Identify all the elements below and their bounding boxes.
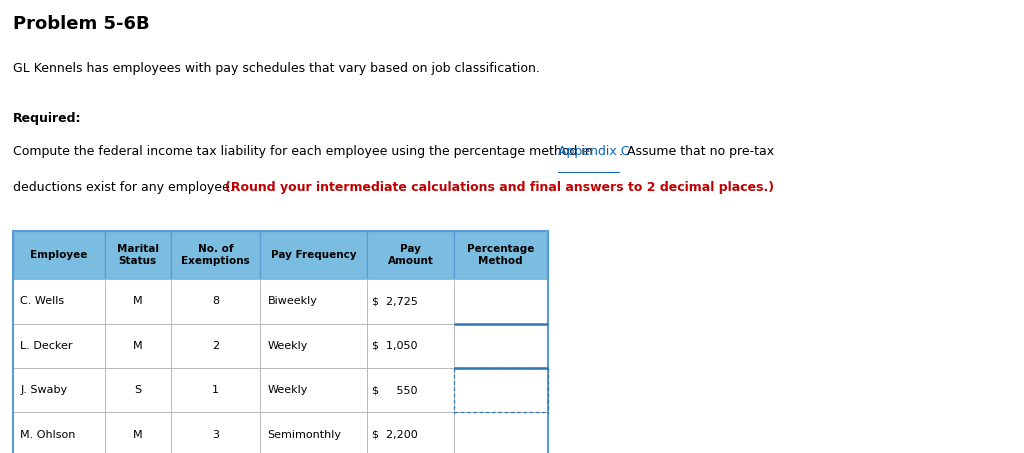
Text: 2: 2: [212, 341, 219, 351]
FancyBboxPatch shape: [104, 323, 171, 368]
FancyBboxPatch shape: [454, 231, 548, 279]
Text: 8: 8: [212, 296, 219, 306]
FancyBboxPatch shape: [13, 412, 104, 453]
FancyBboxPatch shape: [104, 279, 171, 323]
Text: Semimonthly: Semimonthly: [267, 429, 342, 439]
FancyBboxPatch shape: [260, 231, 368, 279]
Text: $  2,725: $ 2,725: [373, 296, 419, 306]
FancyBboxPatch shape: [171, 279, 260, 323]
Text: Compute the federal income tax liability for each employee using the percentage : Compute the federal income tax liability…: [13, 145, 597, 158]
Text: S: S: [134, 385, 141, 395]
FancyBboxPatch shape: [368, 323, 454, 368]
Text: Weekly: Weekly: [267, 385, 308, 395]
Text: $  1,050: $ 1,050: [373, 341, 418, 351]
FancyBboxPatch shape: [171, 323, 260, 368]
Text: No. of
Exemptions: No. of Exemptions: [181, 244, 250, 266]
FancyBboxPatch shape: [368, 231, 454, 279]
Text: 1: 1: [212, 385, 219, 395]
Text: L. Decker: L. Decker: [20, 341, 73, 351]
FancyBboxPatch shape: [13, 368, 104, 412]
Text: Appendix C: Appendix C: [558, 145, 630, 158]
Text: . Assume that no pre-tax: . Assume that no pre-tax: [618, 145, 774, 158]
FancyBboxPatch shape: [368, 279, 454, 323]
Text: Percentage
Method: Percentage Method: [467, 244, 535, 266]
Text: $     550: $ 550: [373, 385, 418, 395]
FancyBboxPatch shape: [171, 231, 260, 279]
FancyBboxPatch shape: [171, 412, 260, 453]
Text: Employee: Employee: [30, 250, 87, 260]
Text: M. Ohlson: M. Ohlson: [20, 429, 76, 439]
Text: Pay
Amount: Pay Amount: [388, 244, 433, 266]
Text: GL Kennels has employees with pay schedules that vary based on job classificatio: GL Kennels has employees with pay schedu…: [13, 63, 540, 75]
FancyBboxPatch shape: [454, 279, 548, 323]
Text: J. Swaby: J. Swaby: [20, 385, 68, 395]
Text: Required:: Required:: [13, 111, 82, 125]
Text: 3: 3: [212, 429, 219, 439]
FancyBboxPatch shape: [368, 412, 454, 453]
Text: deductions exist for any employee.: deductions exist for any employee.: [13, 182, 238, 194]
FancyBboxPatch shape: [260, 279, 368, 323]
FancyBboxPatch shape: [260, 368, 368, 412]
Text: Biweekly: Biweekly: [267, 296, 317, 306]
FancyBboxPatch shape: [104, 368, 171, 412]
Text: (Round your intermediate calculations and final answers to 2 decimal places.): (Round your intermediate calculations an…: [225, 182, 774, 194]
Text: C. Wells: C. Wells: [20, 296, 65, 306]
FancyBboxPatch shape: [454, 412, 548, 453]
Text: M: M: [133, 429, 142, 439]
FancyBboxPatch shape: [171, 368, 260, 412]
FancyBboxPatch shape: [104, 412, 171, 453]
FancyBboxPatch shape: [13, 323, 104, 368]
Text: $  2,200: $ 2,200: [373, 429, 418, 439]
FancyBboxPatch shape: [104, 231, 171, 279]
FancyBboxPatch shape: [454, 368, 548, 412]
Text: M: M: [133, 296, 142, 306]
FancyBboxPatch shape: [368, 368, 454, 412]
FancyBboxPatch shape: [454, 323, 548, 368]
Text: Problem 5-6B: Problem 5-6B: [13, 15, 150, 33]
FancyBboxPatch shape: [13, 279, 104, 323]
FancyBboxPatch shape: [260, 412, 368, 453]
FancyBboxPatch shape: [260, 323, 368, 368]
FancyBboxPatch shape: [13, 231, 104, 279]
Text: Weekly: Weekly: [267, 341, 308, 351]
Text: Marital
Status: Marital Status: [117, 244, 159, 266]
Text: M: M: [133, 341, 142, 351]
Text: Pay Frequency: Pay Frequency: [271, 250, 356, 260]
